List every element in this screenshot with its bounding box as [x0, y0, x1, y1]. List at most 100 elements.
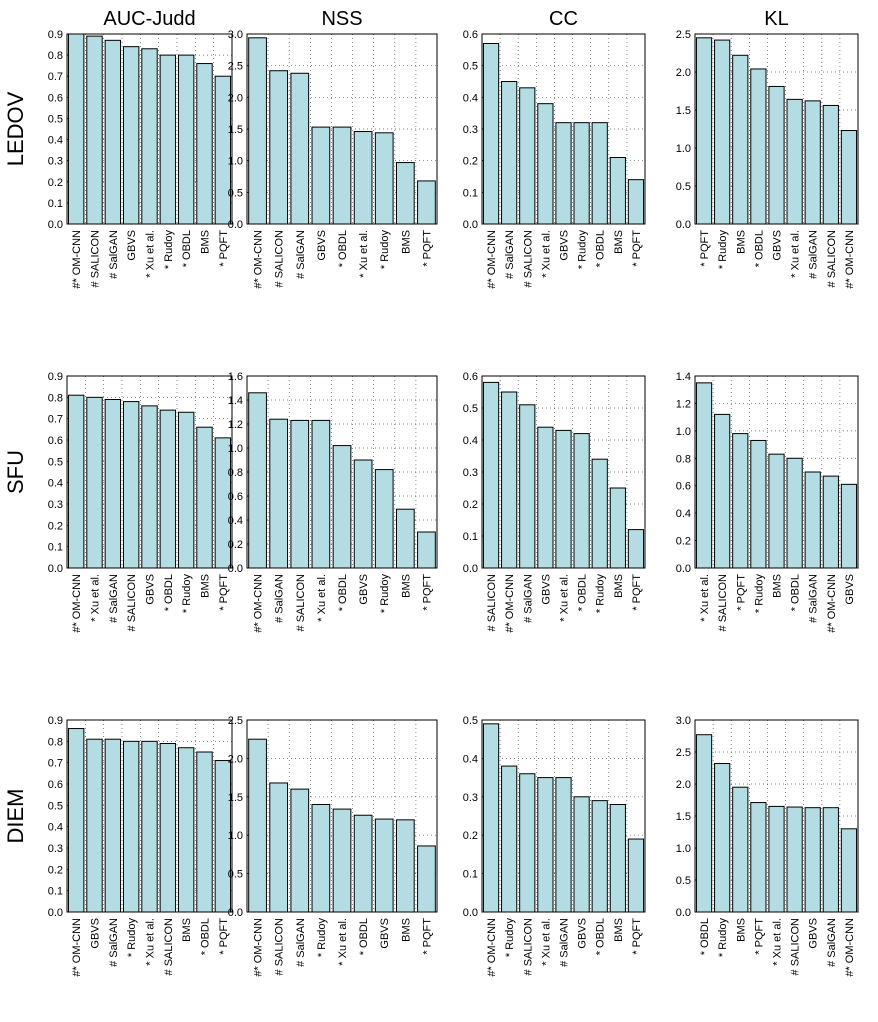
category-label: * Rudoy — [717, 230, 729, 270]
category-label: # SalGAN — [295, 230, 307, 279]
category-label: # SALICON — [126, 574, 138, 632]
category-label: * PQFT — [631, 574, 643, 611]
y-tick-label: 3.0 — [228, 29, 243, 41]
plot-frame — [66, 33, 233, 225]
bar-salicon — [86, 35, 103, 225]
bar-salgan — [104, 39, 122, 225]
bar-salicon — [482, 381, 500, 569]
y-tick-label: 0.0 — [228, 907, 243, 919]
bar-obdl — [332, 126, 352, 225]
category-label: # SalGAN — [295, 918, 307, 967]
y-tick-label: 0.8 — [676, 453, 691, 465]
bar-salgan — [290, 72, 310, 225]
category-label: * Xu et al. — [316, 574, 328, 622]
category-label: #* OM-CNN — [253, 918, 265, 977]
y-tick-label: 1.0 — [228, 830, 243, 842]
y-tick-label: 1.5 — [228, 124, 243, 136]
category-label: BMS — [772, 574, 784, 598]
y-tick-label: 0.5 — [463, 715, 478, 727]
category-label: # SALICON — [274, 230, 286, 288]
y-tick-label: 0.8 — [48, 736, 63, 748]
bar-pqft — [732, 433, 749, 569]
bar-xu-et-al — [695, 382, 713, 569]
category-label: * Xu et al. — [699, 574, 711, 622]
y-tick-label: 0.3 — [48, 843, 63, 855]
y-tick-label: 0.2 — [676, 536, 691, 548]
bar-salgan — [501, 81, 518, 225]
bar-obdl — [695, 734, 713, 913]
plot-frame — [694, 719, 859, 913]
y-tick-label: 0.0 — [676, 219, 691, 231]
bar-bms — [732, 786, 749, 913]
y-tick-label: 1.6 — [228, 371, 243, 383]
bar-om-cnn — [67, 394, 85, 569]
plot-frame — [694, 33, 859, 225]
y-tick-label: 2.0 — [676, 779, 691, 791]
panel-sfu-nss: 0.0 0.2 0.4 0.6 0.8 1.0 1.2 1.4 1.6 #* OM-CNN # Sa… — [228, 371, 438, 633]
category-label: # SALICON — [826, 230, 838, 288]
bar-salicon — [269, 70, 289, 225]
bar-xu-et-al — [86, 396, 103, 569]
bar-gbvs — [122, 46, 140, 225]
column-title-nss: NSS — [321, 8, 362, 30]
category-label: * PQFT — [218, 574, 230, 611]
y-tick-label: 1.0 — [676, 143, 691, 155]
bar-bms — [609, 487, 626, 569]
y-tick-label: 0.5 — [676, 875, 691, 887]
category-label: * Xu et al. — [540, 230, 552, 278]
panel-sfu-kl: 0.0 0.2 0.4 0.6 0.8 1.0 1.2 1.4 * Xu et al. # SAL… — [676, 371, 859, 633]
category-label: BMS — [400, 574, 412, 598]
bar-gbvs — [804, 807, 821, 913]
y-tick-label: 0.5 — [463, 403, 478, 415]
bar-om-cnn — [67, 728, 85, 913]
category-label: #* OM-CNN — [253, 574, 265, 633]
bar-salgan — [104, 398, 122, 569]
category-label: * OBDL — [753, 230, 765, 267]
category-label: * OBDL — [595, 230, 607, 267]
bar-obdl — [573, 433, 590, 569]
plot-frame — [66, 375, 233, 569]
y-tick-label: 0.6 — [676, 481, 691, 493]
category-label: * Rudoy — [595, 574, 607, 614]
bar-om-cnn — [840, 130, 858, 225]
plot-frame — [246, 719, 438, 913]
bar-salicon — [269, 782, 289, 913]
bar-salgan — [555, 777, 572, 913]
y-tick-label: 0.5 — [48, 113, 63, 125]
bar-pqft — [417, 845, 436, 913]
y-tick-label: 1.4 — [676, 371, 691, 383]
bar-pqft — [750, 802, 767, 913]
plot-frame — [66, 719, 233, 913]
category-label: * OBDL — [699, 918, 711, 955]
category-label: * OBDL — [358, 918, 370, 955]
category-label: * Rudoy — [316, 918, 328, 958]
bar-obdl — [159, 409, 177, 569]
y-tick-label: 0.4 — [48, 822, 63, 834]
category-label: # SALICON — [295, 574, 307, 632]
y-tick-label: 0.1 — [48, 542, 63, 554]
y-tick-label: 0.3 — [48, 156, 63, 168]
y-tick-label: 0.4 — [228, 515, 243, 527]
bar-gbvs — [86, 738, 103, 913]
bar-salgan — [822, 807, 839, 913]
y-tick-label: 1.2 — [676, 398, 691, 410]
y-tick-label: 1.5 — [676, 811, 691, 823]
bar-gbvs — [768, 85, 785, 225]
bar-gbvs — [555, 122, 572, 225]
category-label: GBVS — [126, 230, 138, 261]
plot-frame — [694, 375, 859, 569]
y-tick-label: 0.2 — [463, 499, 478, 511]
bar-salicon — [159, 742, 177, 913]
category-label: BMS — [735, 918, 747, 942]
category-label: BMS — [400, 918, 412, 942]
bar-salgan — [804, 100, 821, 225]
bar-pqft — [627, 529, 645, 569]
category-label: #* OM-CNN — [826, 574, 838, 633]
category-label: GBVS — [316, 230, 328, 261]
bar-bms — [395, 819, 415, 913]
y-tick-label: 0.1 — [48, 198, 63, 210]
bar-pqft — [417, 180, 436, 225]
row-label-diem: DIEM — [3, 789, 28, 844]
y-tick-label: 0.6 — [48, 435, 63, 447]
bar-salgan — [104, 738, 122, 913]
